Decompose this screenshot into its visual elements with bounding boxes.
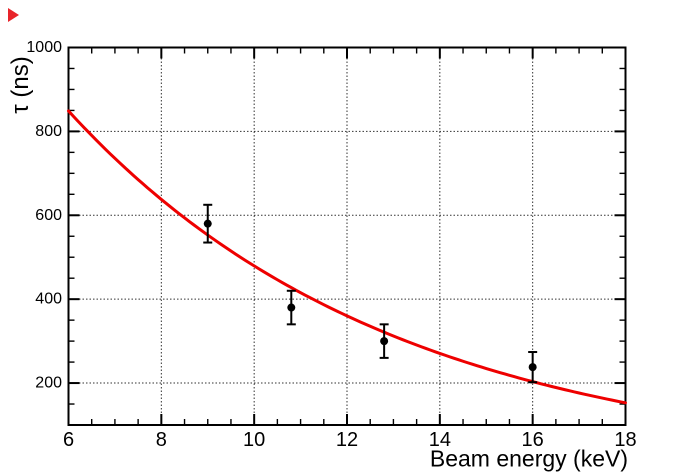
x-tick-label: 6 [63, 429, 74, 451]
y-tick-label: 1000 [26, 39, 62, 56]
data-point-marker [287, 303, 296, 312]
y-tick-label: 400 [35, 291, 62, 308]
data-point-marker [380, 337, 389, 346]
data-point-marker [528, 363, 537, 372]
x-tick-label: 8 [156, 429, 167, 451]
y-axis-title: τ (ns) [7, 56, 34, 114]
red-triangle-marker [8, 8, 19, 22]
x-axis-title: Beam energy (keV) [429, 445, 628, 472]
x-tick-label: 16 [522, 429, 544, 451]
x-tick-label: 12 [336, 429, 358, 451]
x-tick-label: 18 [614, 429, 636, 451]
x-tick-label: 14 [429, 429, 451, 451]
data-point-marker [203, 219, 212, 228]
y-tick-label: 800 [35, 123, 62, 140]
y-tick-label: 600 [35, 207, 62, 224]
y-tick-label: 200 [35, 375, 62, 392]
x-tick-label: 10 [243, 429, 265, 451]
